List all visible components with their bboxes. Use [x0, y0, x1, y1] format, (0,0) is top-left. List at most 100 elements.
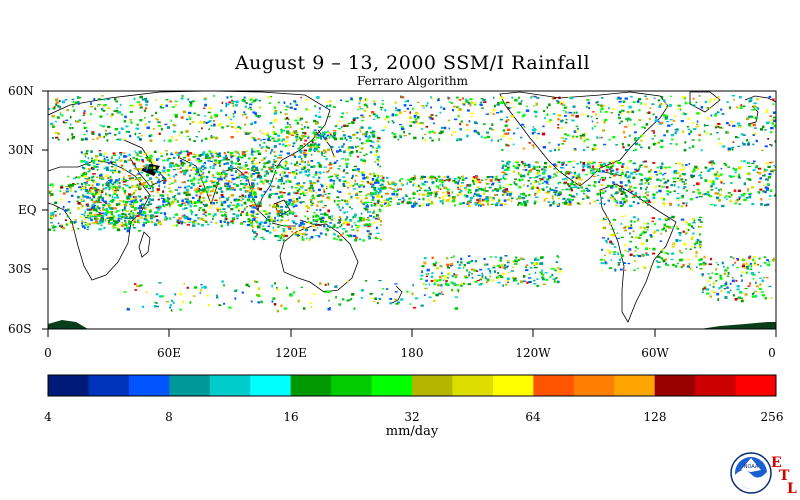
rain-pixel — [414, 201, 417, 203]
rain-pixel — [607, 237, 609, 240]
rain-pixel — [635, 236, 638, 239]
rain-pixel — [295, 104, 299, 106]
rain-pixel — [109, 200, 112, 203]
rain-pixel — [477, 193, 481, 196]
rain-pixel — [420, 128, 424, 130]
rain-pixel — [287, 118, 290, 121]
rain-pixel — [226, 182, 230, 186]
rain-pixel — [504, 203, 507, 206]
rain-pixel — [92, 167, 95, 170]
rain-pixel — [733, 98, 735, 101]
rain-pixel — [136, 220, 139, 223]
rain-pixel — [606, 184, 611, 187]
rain-pixel — [766, 277, 769, 279]
rain-pixel — [489, 128, 493, 130]
rain-pixel — [684, 102, 688, 105]
rain-pixel — [458, 99, 462, 101]
rain-pixel — [115, 100, 119, 103]
rain-pixel — [221, 159, 225, 161]
rain-pixel — [430, 175, 434, 178]
rain-pixel — [371, 185, 375, 188]
rain-pixel — [492, 113, 495, 115]
rain-pixel — [597, 170, 601, 173]
rain-pixel — [355, 236, 358, 239]
rain-pixel — [618, 100, 622, 103]
rain-pixel — [426, 192, 429, 196]
rain-pixel — [146, 215, 150, 218]
rain-pixel — [645, 252, 648, 255]
rain-pixel — [388, 197, 392, 200]
rain-pixel — [189, 179, 193, 182]
rain-pixel — [409, 120, 412, 123]
rain-pixel — [752, 123, 756, 127]
rain-pixel — [416, 101, 420, 104]
rain-pixel — [186, 155, 190, 158]
rain-pixel — [438, 179, 442, 182]
rain-pixel — [737, 296, 741, 299]
rain-pixel — [626, 177, 630, 179]
rain-pixel — [93, 213, 97, 217]
rain-pixel — [701, 273, 704, 276]
rain-pixel — [197, 217, 200, 220]
rain-pixel — [249, 219, 252, 221]
rain-pixel — [624, 136, 627, 138]
rain-pixel — [418, 204, 421, 207]
rain-pixel — [299, 150, 302, 153]
rain-pixel — [122, 168, 126, 171]
rain-pixel — [334, 132, 337, 135]
rain-pixel — [326, 104, 328, 107]
rain-pixel — [718, 189, 720, 192]
rain-pixel — [320, 183, 323, 185]
rain-pixel — [547, 120, 551, 123]
rain-pixel — [227, 151, 230, 154]
rain-pixel — [505, 162, 509, 165]
rain-pixel — [633, 255, 636, 257]
rain-pixel — [657, 261, 661, 263]
rain-pixel — [554, 148, 557, 152]
rain-pixel — [161, 107, 165, 109]
rain-pixel — [542, 277, 545, 279]
rain-pixel — [252, 190, 255, 193]
rain-pixel — [542, 125, 545, 128]
rain-pixel — [618, 111, 622, 114]
rain-pixel — [575, 135, 579, 138]
rain-pixel — [750, 115, 754, 119]
rain-pixel — [51, 124, 55, 127]
rain-pixel — [454, 276, 457, 279]
rain-pixel — [91, 188, 96, 190]
rain-pixel — [466, 262, 471, 264]
rain-pixel — [150, 181, 153, 184]
rain-pixel — [98, 183, 100, 186]
rain-pixel — [272, 131, 275, 134]
rain-pixel — [408, 132, 411, 135]
rain-pixel — [248, 186, 252, 189]
rain-pixel — [721, 204, 725, 208]
rain-pixel — [522, 147, 526, 150]
rain-pixel — [573, 196, 577, 199]
rain-pixel — [133, 97, 136, 101]
rain-pixel — [303, 232, 306, 235]
rain-pixel — [168, 139, 172, 143]
rain-pixel — [177, 222, 181, 225]
rain-pixel — [256, 150, 260, 153]
rain-pixel — [572, 166, 575, 168]
rain-pixel — [511, 96, 514, 99]
rain-pixel — [520, 123, 525, 126]
rain-pixel — [163, 171, 167, 174]
rain-pixel — [524, 164, 528, 166]
rain-pixel — [109, 217, 114, 220]
rain-pixel — [186, 150, 189, 153]
rain-pixel — [373, 174, 376, 178]
rain-pixel — [685, 222, 689, 224]
rain-pixel — [748, 178, 752, 181]
rain-pixel — [608, 107, 610, 110]
rain-pixel — [223, 220, 226, 224]
rain-pixel — [620, 193, 623, 195]
rain-pixel — [684, 141, 687, 144]
rain-pixel — [179, 171, 183, 174]
rain-pixel — [153, 223, 158, 226]
rain-pixel — [268, 231, 272, 234]
rain-pixel — [586, 99, 590, 101]
rain-pixel — [88, 170, 91, 172]
rain-pixel — [538, 183, 541, 185]
